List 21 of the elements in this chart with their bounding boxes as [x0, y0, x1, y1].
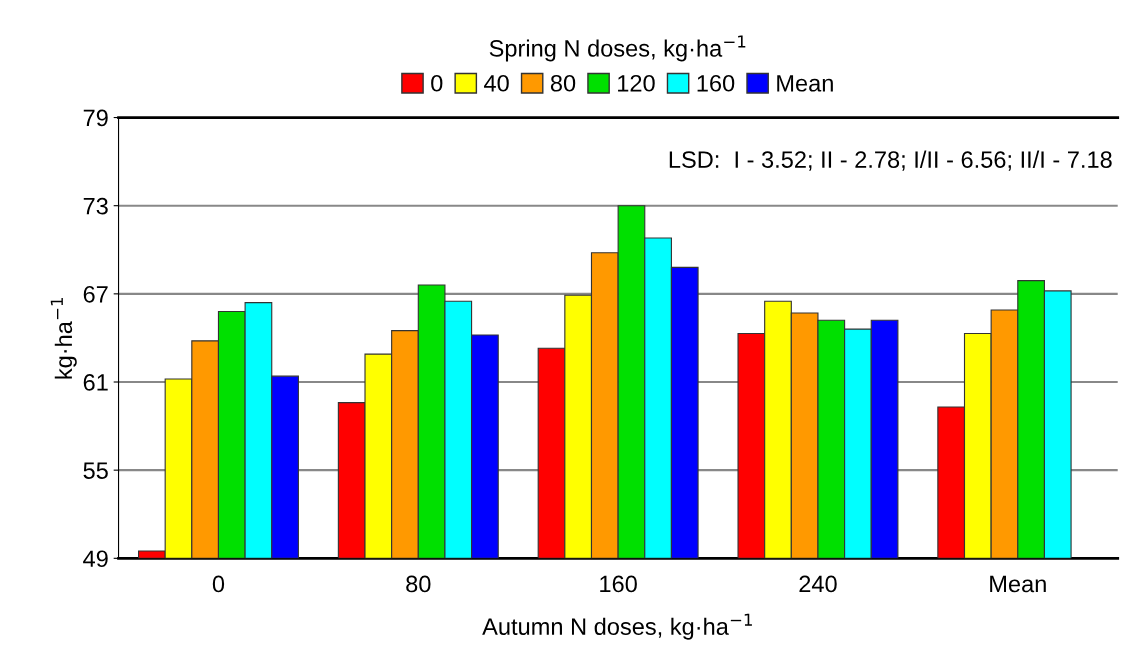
y-tick-label: 67	[83, 285, 108, 303]
legend-label: 120	[618, 74, 655, 92]
y-tick-label: 55	[83, 462, 108, 479]
x-tick-label: Mean	[990, 575, 1046, 593]
y-axis-title: kg·ha$^{−1}$	[50, 298, 77, 379]
y-tick-label: 49	[83, 550, 108, 568]
x-tick-label: 80	[406, 575, 431, 593]
legend-label: 80	[550, 74, 576, 92]
legend-label: 40	[484, 74, 509, 92]
y-tick-label: 61	[83, 374, 108, 391]
legend-label: Mean	[777, 75, 833, 92]
x-axis-title: Autumn N doses, kg·ha$^{−1}$	[482, 613, 752, 640]
x-tick-label: 160	[600, 575, 637, 593]
annotation: LSD: I - 3.52; II - 2.78; I/II - 6.56; II/I - 7.18	[669, 150, 1112, 171]
x-tick-label: 240	[799, 575, 837, 593]
y-tick-label: 73	[83, 197, 108, 215]
legend-title: Spring N doses, kg·ha$^{−1}$	[489, 35, 746, 62]
x-tick-label: 0	[212, 575, 225, 593]
y-tick-label: 79	[83, 109, 108, 127]
legend-label: 160	[697, 74, 735, 92]
legend-label: 0	[431, 74, 443, 92]
